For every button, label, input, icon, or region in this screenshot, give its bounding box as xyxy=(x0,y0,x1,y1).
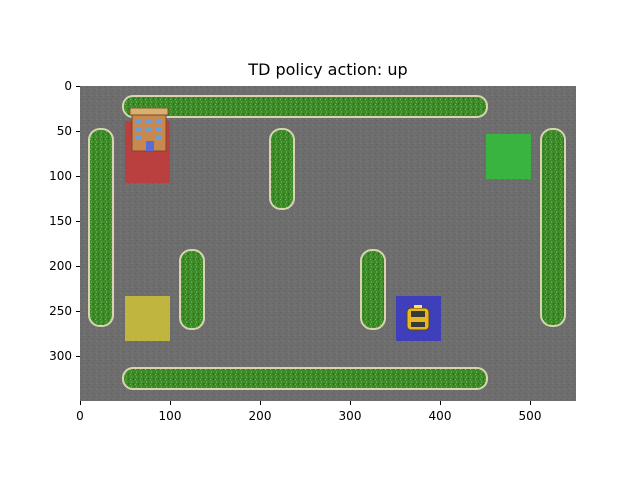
location-yellow xyxy=(125,296,170,341)
y-tick-label: 250 xyxy=(49,304,72,318)
y-tick-label: 50 xyxy=(56,124,72,138)
hedge-left-lower xyxy=(179,249,205,330)
y-tick-mark-100 xyxy=(76,176,80,177)
hedge-right xyxy=(540,128,566,327)
hedge-top xyxy=(122,95,488,118)
y-tick-label: 0 xyxy=(64,79,72,93)
y-tick-mark-0 xyxy=(76,86,80,87)
y-tick-mark-200 xyxy=(76,266,80,267)
hedges xyxy=(88,95,566,390)
hedge-left xyxy=(88,128,114,327)
y-tick-mark-300 xyxy=(76,356,80,357)
x-tick-mark-400 xyxy=(440,401,441,405)
x-tick-label: 300 xyxy=(338,409,362,423)
x-tick-mark-0 xyxy=(80,401,81,405)
hedge-center-top xyxy=(269,128,295,210)
y-tick-label: 200 xyxy=(49,259,72,273)
x-tick-mark-100 xyxy=(170,401,171,405)
x-tick-label: 200 xyxy=(248,409,272,423)
x-tick-mark-500 xyxy=(530,401,531,405)
y-tick-label: 300 xyxy=(49,349,72,363)
x-tick-label: 0 xyxy=(76,409,84,423)
hedge-mid-lower xyxy=(360,249,386,330)
hotel-building-icon xyxy=(129,107,169,152)
figure-title: TD policy action: up xyxy=(248,60,408,79)
taxi-icon xyxy=(406,305,430,331)
y-tick-label: 100 xyxy=(49,169,72,183)
x-tick-label: 400 xyxy=(428,409,452,423)
y-tick-mark-50 xyxy=(76,131,80,132)
hedge-bottom xyxy=(122,367,488,390)
taxi-scene xyxy=(80,86,576,401)
y-tick-mark-250 xyxy=(76,311,80,312)
taxi-grid-plot xyxy=(80,86,576,401)
y-tick-mark-150 xyxy=(76,221,80,222)
location-green xyxy=(486,134,531,179)
x-tick-mark-200 xyxy=(260,401,261,405)
x-tick-label: 100 xyxy=(158,409,182,423)
x-tick-mark-300 xyxy=(350,401,351,405)
y-tick-label: 150 xyxy=(49,214,72,228)
x-tick-label: 500 xyxy=(518,409,542,423)
